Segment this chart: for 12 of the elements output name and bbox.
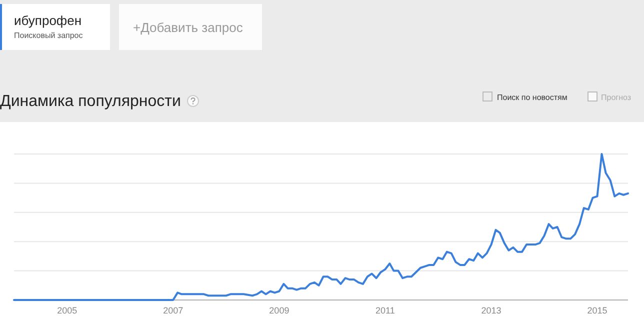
- x-tick-label: 2009: [269, 305, 290, 316]
- chart-title: Динамика популярности: [0, 93, 181, 110]
- x-tick-label: 2005: [57, 305, 78, 316]
- text: ибупрофен: [14, 13, 82, 28]
- text: +Добавить запрос: [133, 20, 244, 35]
- x-tick-label: 2015: [587, 305, 608, 316]
- text: Поиск по новостям: [497, 93, 568, 102]
- x-tick-label: 2013: [481, 305, 502, 316]
- x-tick-label: 2011: [375, 305, 395, 316]
- text: Прогноз: [601, 93, 632, 102]
- text: Поисковый запрос: [14, 31, 83, 40]
- x-tick-label: 2007: [163, 305, 184, 316]
